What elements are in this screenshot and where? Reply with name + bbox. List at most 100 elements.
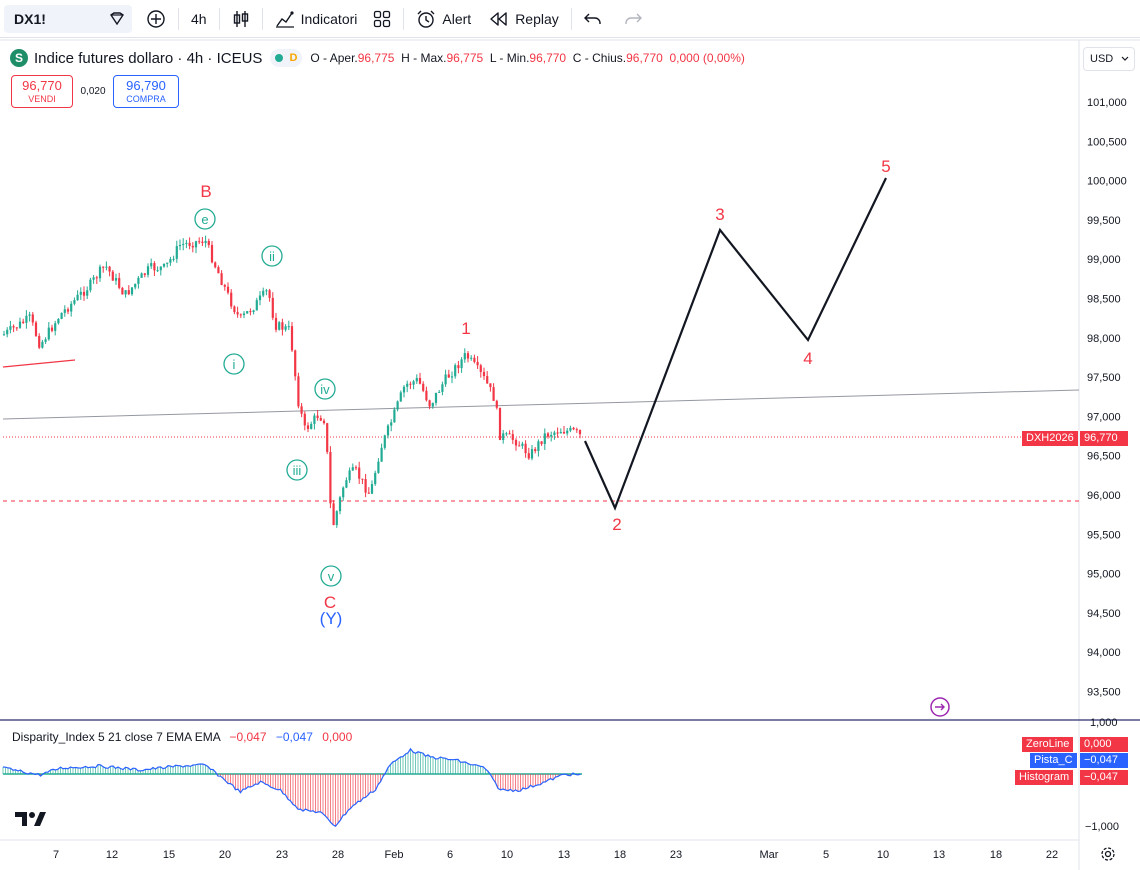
candle-body	[534, 449, 537, 452]
high-label: H - Max.	[401, 51, 447, 65]
candle-body	[425, 390, 428, 401]
close-label: C - Chius.	[572, 51, 627, 65]
alert-button[interactable]: Alert	[410, 5, 477, 33]
symbol-name: DX1!	[14, 10, 46, 27]
candle-body	[306, 425, 310, 429]
price-axis-label: 99,500	[1087, 215, 1121, 227]
candle-body	[111, 271, 114, 281]
wave-label-Y: (Y)	[320, 609, 343, 628]
replay-button[interactable]: Replay	[483, 5, 565, 33]
add-symbol-button[interactable]	[140, 5, 172, 33]
red-trendline	[2, 359, 76, 368]
trade-buttons: 96,770 VENDI 0,020 96,790 COMPRA	[11, 75, 179, 108]
change-value: 0,000 (0,00%)	[669, 51, 745, 65]
candle-body	[249, 311, 252, 313]
compare-icon[interactable]	[108, 11, 126, 30]
time-axis[interactable]: 7 12 15 20 23 28 Feb 6 10 13 18 23 Mar 5 10 13 18 22	[53, 849, 1058, 861]
candle-body	[450, 376, 454, 378]
candle-body	[502, 433, 505, 440]
candle-body	[98, 266, 102, 279]
candle-body	[508, 433, 511, 435]
buy-button[interactable]: 96,790 COMPRA	[113, 75, 179, 108]
candle-body	[124, 290, 127, 295]
interval-button[interactable]: 4h	[185, 5, 213, 33]
price-axis-label: 93,500	[1087, 687, 1121, 699]
candle-body	[73, 300, 76, 304]
candle-body	[300, 406, 303, 414]
candle-body	[44, 339, 47, 342]
candle-body	[290, 326, 294, 351]
pista-tag-name: Pista_C	[1030, 753, 1077, 768]
time-axis-label: 12	[106, 849, 118, 861]
candle-body	[143, 273, 146, 275]
candle-body	[473, 357, 476, 362]
candle-body	[566, 430, 569, 434]
candle-body	[201, 241, 204, 244]
wave-label-ii-text: ii	[269, 249, 275, 264]
layouts-button[interactable]	[367, 5, 397, 33]
chart-type-button[interactable]	[226, 5, 256, 33]
currency-selector[interactable]: USD	[1083, 47, 1135, 71]
candle-body	[482, 371, 486, 377]
candle-body	[204, 240, 207, 244]
symbol-search[interactable]: DX1!	[4, 4, 132, 33]
candle-body	[156, 270, 159, 272]
time-axis-label: 13	[558, 849, 570, 861]
wave-label-B: B	[200, 182, 211, 201]
indicator-legend[interactable]: Disparity_Index 5 21 close 7 EMA EMA −0,…	[12, 730, 352, 744]
candle-body	[476, 361, 479, 366]
wave-label-i-text: i	[233, 357, 236, 372]
candle-body	[230, 292, 233, 307]
price-axis[interactable]: 101,000 100,500 100,000 99,500 99,000 98,500 9…	[1087, 97, 1127, 699]
indicators-button[interactable]: Indicatori	[269, 5, 364, 33]
exchange-logo: S	[10, 49, 28, 67]
pista-tag-value: −0,047	[1080, 753, 1128, 768]
candle-body	[399, 392, 402, 402]
candle-body	[345, 480, 348, 488]
price-axis-label: 95,000	[1087, 569, 1121, 581]
candle-body	[137, 277, 140, 284]
sell-button[interactable]: 96,770 VENDI	[11, 75, 73, 108]
candle-body	[418, 378, 422, 384]
candle-body	[105, 266, 108, 268]
chart-legend: S Indice futures dollaro · 4h · ICEUS D …	[10, 48, 745, 68]
time-axis-label: 10	[501, 849, 513, 861]
candle-body	[457, 365, 460, 369]
market-open-dot	[275, 54, 284, 62]
candle-body	[447, 374, 450, 378]
candle-body	[316, 415, 319, 419]
candle-body	[130, 287, 134, 295]
candle-body	[358, 467, 361, 479]
grid-icon	[374, 10, 391, 27]
candle-body	[294, 350, 297, 377]
market-status[interactable]: D	[270, 49, 303, 67]
price-axis-label: 98,500	[1087, 294, 1121, 306]
candle-body	[575, 429, 578, 431]
candle-body	[562, 431, 566, 434]
ohlc-values: O - Aper.96,775 H - Max.96,775 L - Min.9…	[310, 51, 745, 65]
candle-body	[262, 290, 265, 296]
candle-body	[271, 297, 274, 318]
chart-settings-button[interactable]	[1100, 846, 1116, 867]
candle-body	[246, 311, 249, 314]
candle-body	[9, 326, 12, 330]
sell-price: 96,770	[22, 78, 62, 93]
candle-body	[460, 359, 463, 369]
candle-body	[348, 470, 351, 481]
candle-body	[28, 314, 31, 316]
candle-body	[351, 467, 354, 471]
candle-body	[198, 241, 201, 243]
wave-label-i: i	[223, 353, 245, 375]
candlestick-series	[2, 235, 582, 528]
redo-button[interactable]	[618, 5, 648, 33]
candle-body	[303, 413, 306, 426]
candle-body	[150, 263, 153, 267]
undo-button[interactable]	[578, 5, 608, 33]
wave-label-iv: iv	[314, 378, 336, 400]
candle-body	[364, 479, 367, 493]
chart-title[interactable]: Indice futures dollaro · 4h · ICEUS	[34, 49, 263, 67]
tradingview-logo[interactable]	[14, 810, 46, 833]
candle-body	[146, 266, 150, 275]
scroll-to-realtime-button[interactable]	[930, 697, 950, 717]
